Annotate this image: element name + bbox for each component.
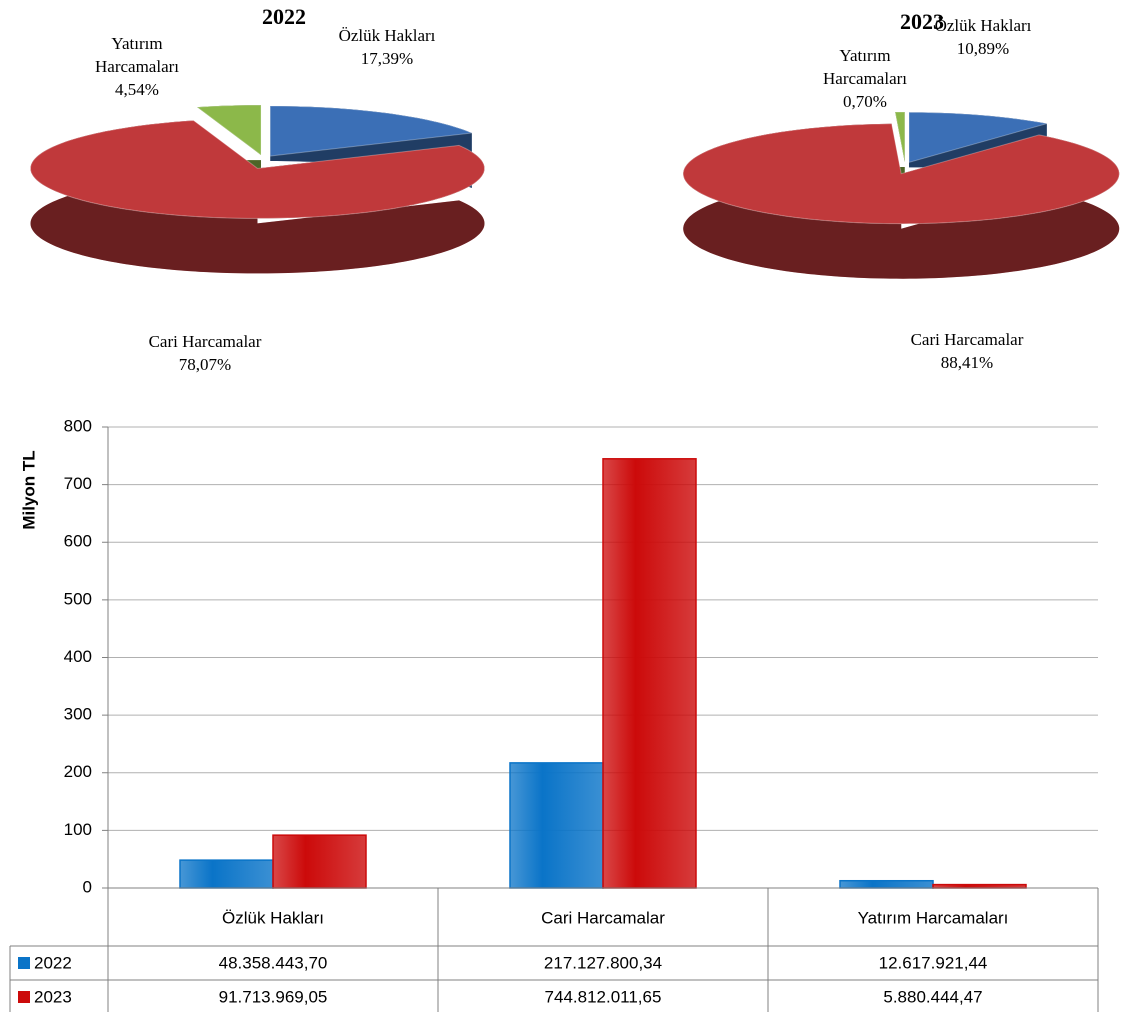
pie-label-category: Cari Harcamalar <box>148 332 262 351</box>
pie-label-value: 78,07% <box>178 355 232 374</box>
pie-label: Cari Harcamalar 88,41% <box>902 328 1032 374</box>
x-tick-label: Cari Harcamalar <box>541 908 665 927</box>
pie-title: 2022 <box>262 4 306 29</box>
x-tick-label: Özlük Hakları <box>222 908 324 927</box>
table-value: 744.812.011,65 <box>545 987 662 1006</box>
pie-label-value: 17,39% <box>360 49 414 68</box>
bar <box>839 879 934 889</box>
y-tick-label: 400 <box>64 647 92 666</box>
y-tick-label: 300 <box>64 705 92 724</box>
pie-label-category: Özlük Hakları <box>934 16 1032 35</box>
pie-slice <box>894 111 906 163</box>
bar <box>509 762 604 889</box>
table-value: 217.127.800,34 <box>544 953 662 972</box>
pie-slice <box>682 123 1120 225</box>
y-tick-label: 100 <box>64 820 92 839</box>
pie-label: Özlük Hakları 17,39% <box>322 24 452 70</box>
y-tick-label: 700 <box>64 474 92 493</box>
x-tick-label: Yatırım Harcamaları <box>858 908 1009 927</box>
table-value: 5.880.444,47 <box>883 987 982 1006</box>
pie-label-category: Cari Harcamalar <box>910 330 1024 349</box>
bar <box>932 883 1027 889</box>
y-axis-label: Milyon TL <box>19 450 38 529</box>
y-tick-label: 800 <box>64 416 92 435</box>
y-tick-label: 600 <box>64 532 92 551</box>
pie-label: Yatırım Harcamaları 4,54% <box>72 32 202 101</box>
legend-swatch <box>18 957 30 969</box>
legend-swatch <box>18 991 30 1003</box>
pie-slice <box>908 111 1047 164</box>
legend-label: 2023 <box>34 987 72 1006</box>
pie-label: Cari Harcamalar 78,07% <box>140 330 270 376</box>
pie-slice <box>269 105 473 157</box>
y-tick-label: 0 <box>83 877 92 896</box>
pie-label-value: 0,70% <box>843 92 887 111</box>
pie-label: Özlük Hakları 10,89% <box>918 14 1048 60</box>
pie-label-category: Özlük Hakları <box>338 26 436 45</box>
pie-label-value: 4,54% <box>115 80 159 99</box>
pie-label-category: Yatırım Harcamaları <box>95 34 179 76</box>
pie-slice <box>195 104 262 157</box>
y-tick-label: 500 <box>64 589 92 608</box>
pie-title: 2023 <box>900 9 944 34</box>
table-value: 91.713.969,05 <box>219 987 328 1006</box>
pie-label-category: Yatırım Harcamaları <box>823 46 907 88</box>
bar <box>272 834 367 889</box>
pie-label: Yatırım Harcamaları 0,70% <box>800 44 930 113</box>
bar <box>179 859 274 889</box>
bar <box>602 458 697 889</box>
legend-label: 2022 <box>34 953 72 972</box>
pie-slice <box>29 119 486 219</box>
table-value: 12.617.921,44 <box>879 953 988 972</box>
pie-label-value: 10,89% <box>956 39 1010 58</box>
y-tick-label: 200 <box>64 762 92 781</box>
table-value: 48.358.443,70 <box>219 953 328 972</box>
pie-label-value: 88,41% <box>940 353 994 372</box>
